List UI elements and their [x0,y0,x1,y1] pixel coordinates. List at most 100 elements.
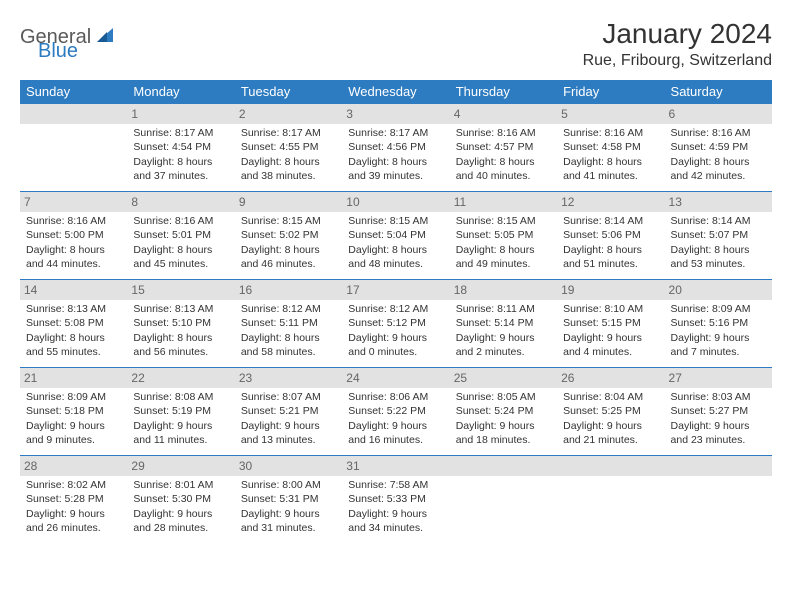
weekday-header: Sunday [20,80,127,104]
day-info-line: Daylight: 8 hours [348,155,443,169]
day-info-line: Sunrise: 8:03 AM [671,390,766,404]
calendar-day-cell: 1Sunrise: 8:17 AMSunset: 4:54 PMDaylight… [127,104,234,192]
day-info-line: Sunrise: 8:12 AM [348,302,443,316]
day-info-line: Daylight: 8 hours [671,243,766,257]
day-info-line: and 40 minutes. [456,169,551,183]
day-info-line: and 11 minutes. [133,433,228,447]
calendar-day-cell: 28Sunrise: 8:02 AMSunset: 5:28 PMDayligh… [20,456,127,544]
day-info-line: Sunset: 5:05 PM [456,228,551,242]
day-info-line: Daylight: 8 hours [563,155,658,169]
day-number: 20 [665,280,772,300]
day-info-line: and 0 minutes. [348,345,443,359]
day-number: . [665,456,772,476]
day-info-line: Sunset: 5:21 PM [241,404,336,418]
day-info-line: Sunset: 5:27 PM [671,404,766,418]
calendar-day-cell: . [20,104,127,192]
calendar-week: .1Sunrise: 8:17 AMSunset: 4:54 PMDayligh… [20,104,772,192]
day-info-line: and 53 minutes. [671,257,766,271]
day-info-line: and 56 minutes. [133,345,228,359]
day-info-line: Sunrise: 8:17 AM [133,126,228,140]
title-block: January 2024 Rue, Fribourg, Switzerland [583,18,772,70]
calendar-day-cell: 14Sunrise: 8:13 AMSunset: 5:08 PMDayligh… [20,280,127,368]
day-info-line: Sunset: 5:10 PM [133,316,228,330]
day-info-line: Sunrise: 8:05 AM [456,390,551,404]
day-info-line: Sunrise: 8:17 AM [241,126,336,140]
calendar-day-cell: 23Sunrise: 8:07 AMSunset: 5:21 PMDayligh… [235,368,342,456]
calendar-day-cell: 4Sunrise: 8:16 AMSunset: 4:57 PMDaylight… [450,104,557,192]
day-info-line: Daylight: 9 hours [348,507,443,521]
day-info-line: Sunrise: 8:01 AM [133,478,228,492]
day-number: 12 [557,192,664,212]
day-number: . [20,104,127,124]
day-number: 1 [127,104,234,124]
calendar-day-cell: 15Sunrise: 8:13 AMSunset: 5:10 PMDayligh… [127,280,234,368]
day-info-line: Sunrise: 8:15 AM [241,214,336,228]
day-number: 3 [342,104,449,124]
day-info-line: Sunrise: 8:00 AM [241,478,336,492]
day-number: 10 [342,192,449,212]
weekday-header: Friday [557,80,664,104]
day-info-line: Daylight: 8 hours [241,155,336,169]
day-number: 2 [235,104,342,124]
day-info-line: Sunrise: 8:13 AM [26,302,121,316]
day-number: 9 [235,192,342,212]
weekday-header: Monday [127,80,234,104]
day-info-line: Sunrise: 8:16 AM [456,126,551,140]
day-info-line: Daylight: 9 hours [26,419,121,433]
calendar-day-cell: . [665,456,772,544]
day-info-line: Daylight: 8 hours [563,243,658,257]
day-info-line: Sunset: 5:15 PM [563,316,658,330]
day-number: 6 [665,104,772,124]
day-info-line: Sunrise: 8:17 AM [348,126,443,140]
day-info-line: Sunset: 5:25 PM [563,404,658,418]
day-info-line: Sunrise: 8:09 AM [671,302,766,316]
day-number: . [450,456,557,476]
day-info-line: Daylight: 8 hours [133,243,228,257]
calendar-day-cell: 11Sunrise: 8:15 AMSunset: 5:05 PMDayligh… [450,192,557,280]
calendar-day-cell: 20Sunrise: 8:09 AMSunset: 5:16 PMDayligh… [665,280,772,368]
brand-logo: General Blue [20,18,115,49]
day-info-line: and 39 minutes. [348,169,443,183]
day-number: 14 [20,280,127,300]
day-number: 21 [20,368,127,388]
calendar-head: SundayMondayTuesdayWednesdayThursdayFrid… [20,80,772,104]
day-info-line: Sunrise: 8:06 AM [348,390,443,404]
day-info-line: Sunrise: 8:09 AM [26,390,121,404]
day-info-line: and 55 minutes. [26,345,121,359]
calendar-week: 7Sunrise: 8:16 AMSunset: 5:00 PMDaylight… [20,192,772,280]
calendar-day-cell: . [450,456,557,544]
calendar-week: 14Sunrise: 8:13 AMSunset: 5:08 PMDayligh… [20,280,772,368]
day-info-line: and 18 minutes. [456,433,551,447]
day-info-line: Sunset: 4:58 PM [563,140,658,154]
day-info-line: and 16 minutes. [348,433,443,447]
day-info-line: Sunset: 5:19 PM [133,404,228,418]
day-info-line: Sunset: 4:54 PM [133,140,228,154]
day-info-line: Daylight: 8 hours [133,331,228,345]
day-number: 11 [450,192,557,212]
brand-sail-icon [95,26,115,49]
month-title: January 2024 [583,18,772,50]
day-info-line: Sunset: 5:02 PM [241,228,336,242]
day-info-line: Sunset: 5:18 PM [26,404,121,418]
day-info-line: Sunset: 5:28 PM [26,492,121,506]
calendar-day-cell: 13Sunrise: 8:14 AMSunset: 5:07 PMDayligh… [665,192,772,280]
day-info-line: Daylight: 8 hours [26,331,121,345]
day-number: 8 [127,192,234,212]
calendar-day-cell: 10Sunrise: 8:15 AMSunset: 5:04 PMDayligh… [342,192,449,280]
day-number: 29 [127,456,234,476]
day-number: 4 [450,104,557,124]
day-info-line: Sunrise: 8:08 AM [133,390,228,404]
day-info-line: and 2 minutes. [456,345,551,359]
day-info-line: and 13 minutes. [241,433,336,447]
day-info-line: and 28 minutes. [133,521,228,535]
day-info-line: Sunset: 5:16 PM [671,316,766,330]
day-info-line: Sunrise: 7:58 AM [348,478,443,492]
day-number: 13 [665,192,772,212]
day-number: 26 [557,368,664,388]
day-info-line: and 9 minutes. [26,433,121,447]
day-info-line: Sunset: 4:59 PM [671,140,766,154]
day-number: 28 [20,456,127,476]
day-info-line: and 42 minutes. [671,169,766,183]
calendar-day-cell: 16Sunrise: 8:12 AMSunset: 5:11 PMDayligh… [235,280,342,368]
day-info-line: Sunset: 5:33 PM [348,492,443,506]
